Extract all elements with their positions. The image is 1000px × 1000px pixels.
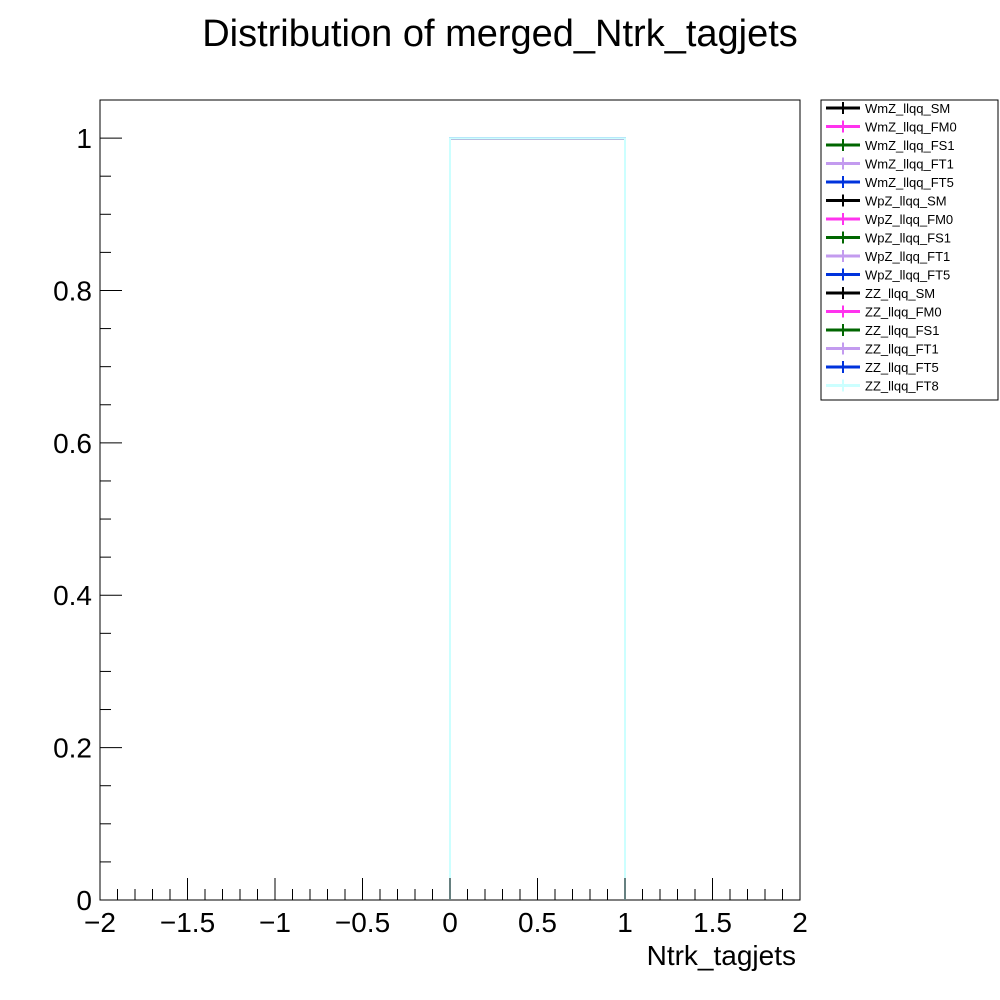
legend-entry: WpZ_llqq_FT1 xyxy=(826,249,950,264)
y-tick-label: 1 xyxy=(76,123,92,154)
legend-label: WmZ_llqq_SM xyxy=(865,101,950,116)
legend-label: ZZ_llqq_FT8 xyxy=(865,379,939,394)
legend-label: WpZ_llqq_FS1 xyxy=(865,231,951,246)
legend-entry: WpZ_llqq_FS1 xyxy=(826,231,951,246)
legend: WmZ_llqq_SM WmZ_llqq_FM0 WmZ_llqq_FS1 WmZ_l… xyxy=(820,99,999,401)
x-tick-label: 0.5 xyxy=(518,907,557,938)
legend-label: WmZ_llqq_FT5 xyxy=(865,175,954,190)
legend-entry: WmZ_llqq_FM0 xyxy=(826,120,957,135)
x-tick-label: −2 xyxy=(84,907,116,938)
legend-entry: ZZ_llqq_SM xyxy=(826,286,935,301)
x-axis-title: Ntrk_tagjets xyxy=(647,940,796,971)
legend-entry: WpZ_llqq_FM0 xyxy=(826,212,953,227)
y-tick-label: 0 xyxy=(76,885,92,916)
y-axis-ticks: 0 0.2 0.4 0.6 0.8 1 xyxy=(53,99,122,916)
legend-entry: ZZ_llqq_FS1 xyxy=(826,323,939,338)
legend-entry: WmZ_llqq_FT5 xyxy=(826,175,954,190)
y-tick-label: 0.4 xyxy=(53,580,92,611)
legend-label: WpZ_llqq_SM xyxy=(865,194,947,209)
y-tick-label: 0.6 xyxy=(53,428,92,459)
legend-label: ZZ_llqq_SM xyxy=(865,286,935,301)
legend-label: WpZ_llqq_FT1 xyxy=(865,249,950,264)
legend-entry: ZZ_llqq_FT5 xyxy=(826,360,939,375)
series-line-zz-llqq-ft8 xyxy=(449,137,626,900)
x-tick-label: 1.5 xyxy=(693,907,732,938)
series-layer xyxy=(449,137,626,900)
legend-entry: ZZ_llqq_FM0 xyxy=(826,305,942,320)
legend-label: ZZ_llqq_FS1 xyxy=(865,323,939,338)
x-tick-label: 2 xyxy=(792,907,808,938)
chart-title: Distribution of merged_Ntrk_tagjets xyxy=(202,13,798,55)
legend-entry: WmZ_llqq_FS1 xyxy=(826,138,955,153)
legend-label: ZZ_llqq_FT5 xyxy=(865,360,939,375)
legend-label: WmZ_llqq_FT1 xyxy=(865,157,954,172)
x-tick-label: −1 xyxy=(259,907,291,938)
legend-label: WpZ_llqq_FM0 xyxy=(865,212,953,227)
y-tick-label: 0.8 xyxy=(53,275,92,306)
legend-label: WmZ_llqq_FS1 xyxy=(865,138,955,153)
x-axis-ticks: −2 −1.5 −1 −0.5 0 0.5 1 1.5 2 xyxy=(84,878,808,938)
legend-entry: ZZ_llqq_FT1 xyxy=(826,342,939,357)
legend-label: ZZ_llqq_FT1 xyxy=(865,342,939,357)
legend-entry: WmZ_llqq_FT1 xyxy=(826,157,954,172)
plot-area: −2 −1.5 −1 −0.5 0 0.5 1 1.5 2 0 0.2 0.4 0.6 0.8 1 xyxy=(53,99,808,938)
x-tick-label: −1.5 xyxy=(160,907,215,938)
x-tick-label: 1 xyxy=(617,907,633,938)
legend-entry: WpZ_llqq_SM xyxy=(826,194,947,209)
y-tick-label: 0.2 xyxy=(53,733,92,764)
legend-label: WmZ_llqq_FM0 xyxy=(865,120,957,135)
x-tick-label: 0 xyxy=(442,907,458,938)
legend-label: ZZ_llqq_FM0 xyxy=(865,305,942,320)
legend-entry: WpZ_llqq_FT5 xyxy=(826,268,950,283)
legend-entry: WmZ_llqq_SM xyxy=(826,101,950,116)
legend-label: WpZ_llqq_FT5 xyxy=(865,268,950,283)
legend-entry: ZZ_llqq_FT8 xyxy=(826,379,939,394)
x-tick-label: −0.5 xyxy=(335,907,390,938)
